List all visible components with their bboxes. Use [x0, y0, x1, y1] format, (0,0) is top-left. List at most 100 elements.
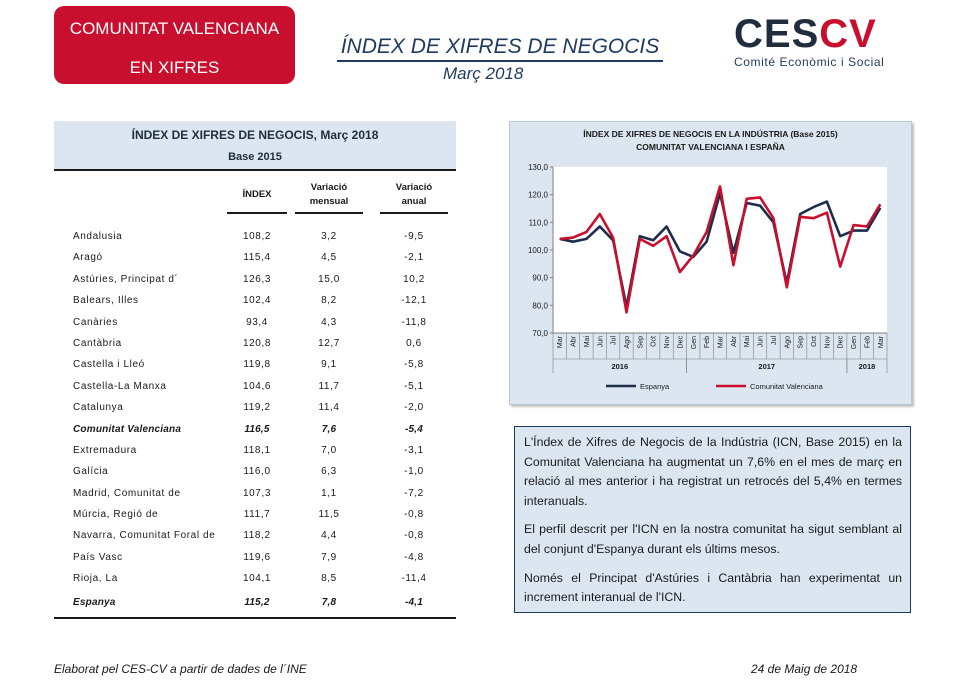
commentary-paragraph-1: L'Índex de Xifres de Negocis de la Indús… [524, 435, 902, 508]
x-tick-label: Sep [798, 336, 805, 349]
y-tick-label: 100,0 [528, 246, 549, 255]
x-tick-label: Mar [878, 335, 885, 348]
annual-variation: -2,0 [404, 402, 424, 414]
annual-variation: -0,8 [404, 530, 424, 542]
series-line-comunitat-valenciana [559, 185, 882, 314]
x-tick-label: Gen [851, 336, 858, 349]
region-name: Navarra, Comunitat Foral de [73, 530, 216, 542]
annual-variation: -12,1 [401, 295, 427, 307]
legend-label: Espanya [640, 382, 670, 391]
annual-variation: -5,8 [404, 359, 424, 371]
column-header-monthly: Variació mensual [295, 181, 363, 214]
monthly-variation: 12,7 [318, 337, 340, 349]
x-tick-label: Gen [691, 336, 698, 349]
region-badge: COMUNITAT VALENCIANA EN XIFRES [54, 6, 295, 84]
x-tick-label: Mar [718, 335, 725, 348]
table-row: Balears, Illes 102,4 8,2 -12,1 [54, 291, 456, 312]
region-name: Rioja, La [73, 573, 118, 585]
annual-variation: -0,8 [404, 509, 424, 521]
annual-variation: -5,4 [404, 423, 424, 435]
monthly-variation: 1,1 [321, 487, 337, 499]
commentary-box: L'Índex de Xifres de Negocis de la Indús… [514, 426, 911, 613]
region-name: Cantàbria [73, 337, 122, 349]
y-tick-label: 70,0 [532, 329, 548, 338]
annual-variation: -4,8 [404, 551, 424, 563]
region-name: Canàries [73, 316, 118, 328]
y-tick-label: 130,0 [528, 163, 549, 172]
annual-variation: -11,8 [401, 316, 427, 328]
annual-variation: -7,2 [404, 487, 424, 499]
annual-variation: -4,1 [404, 596, 424, 608]
x-tick-label: Ago [624, 336, 631, 349]
index-value: 111,7 [243, 509, 271, 521]
index-value: 116,5 [244, 423, 270, 435]
table-row: Aragó 115,4 4,5 -2,1 [54, 248, 456, 269]
monthly-variation: 11,4 [318, 402, 340, 414]
table-row: Castella-La Manxa 104,6 11,7 -5,1 [54, 377, 456, 398]
monthly-variation: 6,3 [321, 466, 337, 478]
monthly-variation: 4,3 [321, 316, 337, 328]
monthly-variation: 7,9 [321, 551, 337, 563]
y-tick-label: 80,0 [532, 301, 548, 310]
index-value: 126,3 [242, 273, 272, 285]
footer-date: 24 de Maig de 2018 [751, 662, 858, 676]
region-name: Galícia [73, 466, 109, 478]
monthly-variation: 11,7 [318, 380, 340, 392]
badge-line-2: EN XIFRES [129, 58, 220, 77]
table-row: Castella i Lleó 119,8 9,1 -5,8 [54, 355, 456, 376]
region-name: Aragó [73, 252, 103, 264]
logo-subtitle: Comité Econòmic i Social [734, 55, 885, 69]
index-value: 120,8 [242, 337, 272, 349]
monthly-variation: 11,5 [318, 509, 340, 521]
region-name: Castella i Lleó [73, 359, 145, 371]
annual-variation: -11,4 [401, 573, 427, 585]
x-tick-label: Dec [838, 336, 845, 349]
x-tick-label: Abr [731, 335, 738, 347]
region-name: Catalunya [73, 402, 124, 414]
index-value: 115,4 [243, 252, 271, 264]
commentary-paragraph-3: Només el Principat d'Astúries i Cantàbri… [524, 570, 902, 605]
table-row: País Vasc 119,6 7,9 -4,8 [54, 548, 456, 569]
table-row: Madrid, Comunitat de 107,3 1,1 -7,2 [54, 484, 456, 505]
y-tick-label: 120,0 [528, 191, 549, 200]
table-top-rule [54, 169, 456, 171]
table-row: Canàries 93,4 4,3 -11,8 [54, 313, 456, 334]
monthly-variation: 4,5 [321, 252, 337, 264]
chart-canvas: 70,0 80,0 90,0 100,0 110,0 120,0 130,0 Mar Abr Ma… [528, 163, 888, 391]
monthly-variation: 8,5 [321, 573, 337, 585]
annual-variation: -3,1 [404, 444, 424, 456]
monthly-variation: 7,0 [321, 444, 337, 456]
region-name: Madrid, Comunitat de [73, 487, 181, 499]
year-label: 2017 [758, 362, 775, 371]
monthly-variation: 4,4 [321, 530, 337, 542]
monthly-variation: 8,2 [321, 295, 337, 307]
table-row: Andalusia 108,2 3,2 -9,5 [54, 227, 456, 248]
x-tick-label: Mai [744, 336, 751, 348]
year-label: 2016 [611, 362, 628, 371]
annual-variation: -5,1 [404, 380, 424, 392]
region-name: Balears, Illes [73, 295, 139, 307]
table-title: ÍNDEX DE XIFRES DE NEGOCIS, Març 2018 [131, 128, 379, 142]
region-name: Comunitat Valenciana [73, 423, 182, 435]
index-value: 102,4 [242, 295, 272, 307]
region-name: Extremadura [73, 444, 137, 456]
table-row: Galícia 116,0 6,3 -1,0 [54, 462, 456, 483]
table-row: Comunitat Valenciana 116,5 7,6 -5,4 [54, 420, 456, 441]
x-tick-label: Oct [811, 336, 818, 347]
badge-line-1: COMUNITAT VALENCIANA [69, 19, 280, 38]
x-tick-label: Feb [704, 336, 711, 348]
region-name: País Vasc [73, 551, 123, 563]
region-name: Castella-La Manxa [73, 380, 167, 392]
chart-title-line-1: ÍNDEX DE XIFRES DE NEGOCIS EN LA INDÚSTR… [583, 129, 838, 139]
monthly-variation: 15,0 [318, 273, 340, 285]
x-tick-label: Jun [758, 336, 765, 347]
index-value: 108,2 [242, 231, 272, 242]
annual-variation: 10,2 [403, 273, 425, 285]
ces-cv-logo: CESCV Comité Econòmic i Social [734, 14, 924, 72]
index-value: 104,1 [242, 573, 272, 585]
monthly-variation: 3,2 [321, 231, 337, 242]
logo-cv: CV [819, 12, 877, 56]
x-tick-label: Oct [651, 336, 658, 347]
index-value: 93,4 [246, 316, 268, 328]
table-row: Múrcia, Regió de 111,7 11,5 -0,8 [54, 505, 456, 526]
